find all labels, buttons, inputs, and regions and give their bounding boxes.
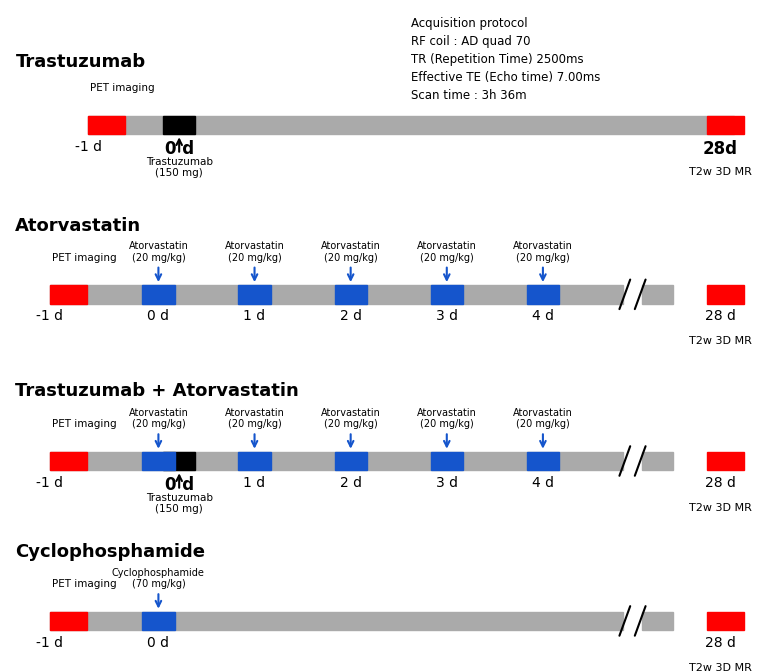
Text: 1 d: 1 d bbox=[244, 309, 265, 323]
Bar bbox=[50, 285, 87, 304]
Text: -1 d: -1 d bbox=[36, 476, 64, 490]
Text: Cyclophosphamide
(70 mg/kg): Cyclophosphamide (70 mg/kg) bbox=[112, 568, 205, 589]
Text: 28 d: 28 d bbox=[705, 309, 736, 323]
Bar bbox=[50, 285, 623, 304]
Text: Atorvastatin
(20 mg/kg): Atorvastatin (20 mg/kg) bbox=[321, 408, 381, 429]
Bar bbox=[335, 285, 367, 304]
Bar bbox=[163, 116, 195, 134]
Text: PET imaging: PET imaging bbox=[52, 253, 116, 263]
Text: Atorvastatin
(20 mg/kg): Atorvastatin (20 mg/kg) bbox=[225, 408, 285, 429]
Bar bbox=[642, 452, 673, 470]
Text: Trastuzumab
(150 mg): Trastuzumab (150 mg) bbox=[145, 157, 213, 178]
Text: 0 d: 0 d bbox=[165, 476, 194, 494]
Text: PET imaging: PET imaging bbox=[52, 579, 116, 589]
Bar bbox=[431, 285, 463, 304]
Bar bbox=[88, 116, 125, 134]
Bar bbox=[50, 452, 87, 470]
Text: 28 d: 28 d bbox=[705, 636, 736, 650]
Text: PET imaging: PET imaging bbox=[90, 83, 155, 93]
Bar bbox=[238, 285, 271, 304]
Bar bbox=[707, 612, 744, 630]
Text: 28d: 28d bbox=[703, 140, 738, 158]
Bar bbox=[527, 285, 559, 304]
Bar bbox=[642, 285, 673, 304]
Bar bbox=[707, 116, 744, 134]
Bar bbox=[142, 612, 175, 630]
Bar bbox=[642, 612, 673, 630]
Text: Trastuzumab
(150 mg): Trastuzumab (150 mg) bbox=[145, 493, 213, 514]
Text: Trastuzumab + Atorvastatin: Trastuzumab + Atorvastatin bbox=[15, 382, 299, 400]
Text: Atorvastatin
(20 mg/kg): Atorvastatin (20 mg/kg) bbox=[417, 241, 477, 263]
Bar bbox=[50, 452, 623, 470]
Text: PET imaging: PET imaging bbox=[52, 419, 116, 429]
Text: 4 d: 4 d bbox=[532, 476, 554, 490]
Bar bbox=[707, 452, 744, 470]
Text: 0 d: 0 d bbox=[148, 309, 169, 323]
Text: -1 d: -1 d bbox=[36, 309, 64, 323]
Text: -1 d: -1 d bbox=[36, 636, 64, 650]
Text: 0 d: 0 d bbox=[148, 636, 169, 650]
Text: T2w 3D MR: T2w 3D MR bbox=[689, 663, 752, 672]
Bar bbox=[707, 285, 744, 304]
Text: 3 d: 3 d bbox=[436, 309, 458, 323]
Text: Atorvastatin
(20 mg/kg): Atorvastatin (20 mg/kg) bbox=[128, 408, 188, 429]
Text: 4 d: 4 d bbox=[532, 309, 554, 323]
Text: Trastuzumab: Trastuzumab bbox=[15, 52, 145, 71]
Text: Cyclophosphamide: Cyclophosphamide bbox=[15, 543, 205, 561]
Text: Atorvastatin
(20 mg/kg): Atorvastatin (20 mg/kg) bbox=[513, 408, 573, 429]
Bar bbox=[431, 452, 463, 470]
Text: Atorvastatin
(20 mg/kg): Atorvastatin (20 mg/kg) bbox=[417, 408, 477, 429]
Text: T2w 3D MR: T2w 3D MR bbox=[689, 503, 752, 513]
Text: 2 d: 2 d bbox=[340, 309, 361, 323]
Bar bbox=[163, 452, 195, 470]
Bar bbox=[88, 116, 734, 134]
Bar bbox=[238, 452, 271, 470]
Text: 28 d: 28 d bbox=[705, 476, 736, 490]
Text: -1 d: -1 d bbox=[75, 140, 102, 154]
Text: 0 d: 0 d bbox=[165, 140, 194, 158]
Text: Atorvastatin: Atorvastatin bbox=[15, 217, 141, 235]
Text: Acquisition protocol
RF coil : AD quad 70
TR (Repetition Time) 2500ms
Effective : Acquisition protocol RF coil : AD quad 7… bbox=[411, 17, 601, 101]
Text: T2w 3D MR: T2w 3D MR bbox=[689, 336, 752, 346]
Bar bbox=[142, 285, 175, 304]
Text: 1 d: 1 d bbox=[244, 476, 265, 490]
Text: T2w 3D MR: T2w 3D MR bbox=[689, 167, 752, 177]
Text: 3 d: 3 d bbox=[436, 476, 458, 490]
Bar bbox=[527, 452, 559, 470]
Bar bbox=[50, 612, 87, 630]
Text: Atorvastatin
(20 mg/kg): Atorvastatin (20 mg/kg) bbox=[321, 241, 381, 263]
Text: Atorvastatin
(20 mg/kg): Atorvastatin (20 mg/kg) bbox=[128, 241, 188, 263]
Text: 2 d: 2 d bbox=[340, 476, 361, 490]
Bar bbox=[50, 612, 623, 630]
Bar bbox=[335, 452, 367, 470]
Text: Atorvastatin
(20 mg/kg): Atorvastatin (20 mg/kg) bbox=[513, 241, 573, 263]
Text: Atorvastatin
(20 mg/kg): Atorvastatin (20 mg/kg) bbox=[225, 241, 285, 263]
Bar bbox=[142, 452, 175, 470]
